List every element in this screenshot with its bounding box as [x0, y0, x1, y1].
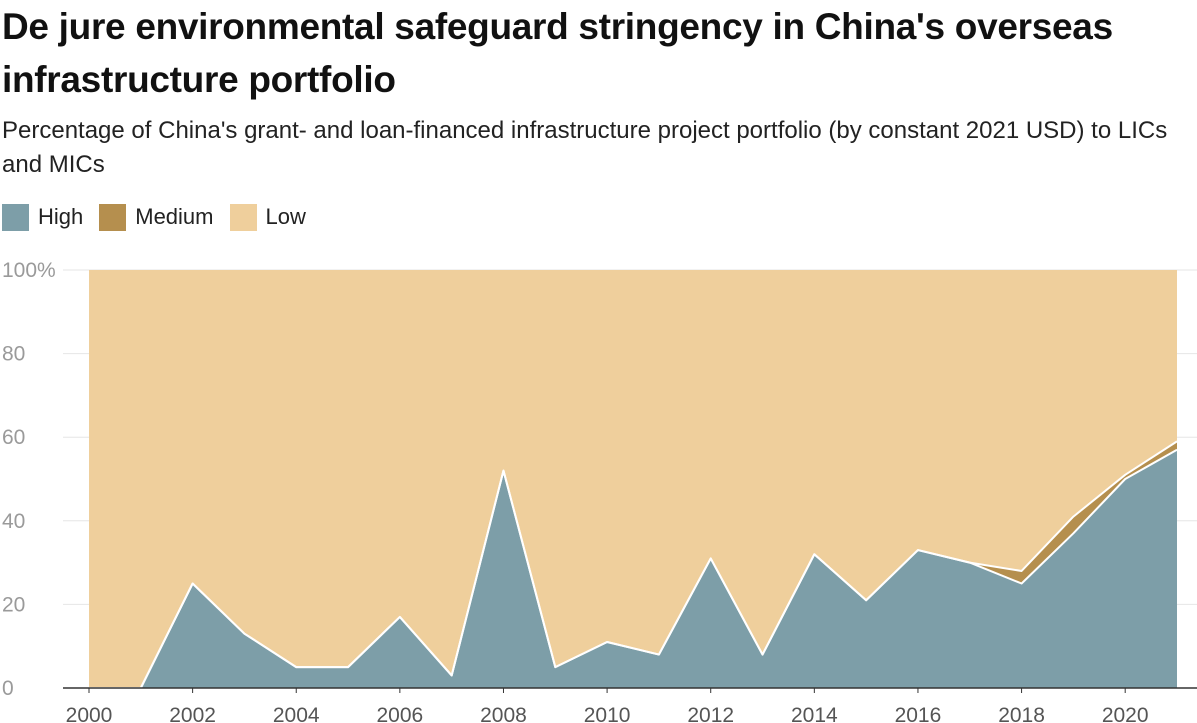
y-tick-label: 100% — [2, 259, 56, 282]
x-tick-label: 2012 — [687, 704, 734, 723]
legend-label-low: Low — [265, 204, 306, 229]
x-tick-label: 2004 — [273, 704, 320, 723]
legend-swatch-low — [229, 203, 257, 231]
legend-item-medium: Medium — [99, 203, 214, 231]
legend-label-medium: Medium — [135, 204, 214, 229]
legend-item-high: High — [2, 203, 84, 231]
x-tick-label: 2016 — [895, 704, 942, 723]
x-tick-label: 2018 — [998, 704, 1045, 723]
chart-subtitle: Percentage of China's grant- and loan-fi… — [2, 117, 1168, 178]
legend-item-low: Low — [229, 203, 306, 231]
y-tick-label: 0 — [2, 677, 14, 700]
x-tick-label: 2008 — [480, 704, 527, 723]
y-tick-label: 60 — [2, 426, 25, 449]
x-tick-label: 2020 — [1102, 704, 1149, 723]
legend-swatch-medium — [99, 203, 127, 231]
area-high — [89, 449, 1177, 688]
x-tick-label: 2002 — [169, 704, 216, 723]
x-tick-label: 2000 — [66, 704, 113, 723]
chart-title: De jure environmental safeguard stringen… — [2, 6, 1113, 100]
x-tick-label: 2010 — [584, 704, 631, 723]
legend-swatch-high — [2, 203, 29, 231]
x-tick-label: 2014 — [791, 704, 838, 723]
y-tick-label: 80 — [2, 343, 25, 366]
y-tick-label: 20 — [2, 593, 25, 616]
legend-label-high: High — [38, 204, 84, 229]
y-tick-label: 40 — [2, 510, 25, 533]
chart-legend: High Medium Low — [2, 202, 322, 232]
x-tick-label: 2006 — [376, 704, 423, 723]
area-low — [89, 270, 1177, 688]
boundary-medium — [89, 440, 1178, 689]
